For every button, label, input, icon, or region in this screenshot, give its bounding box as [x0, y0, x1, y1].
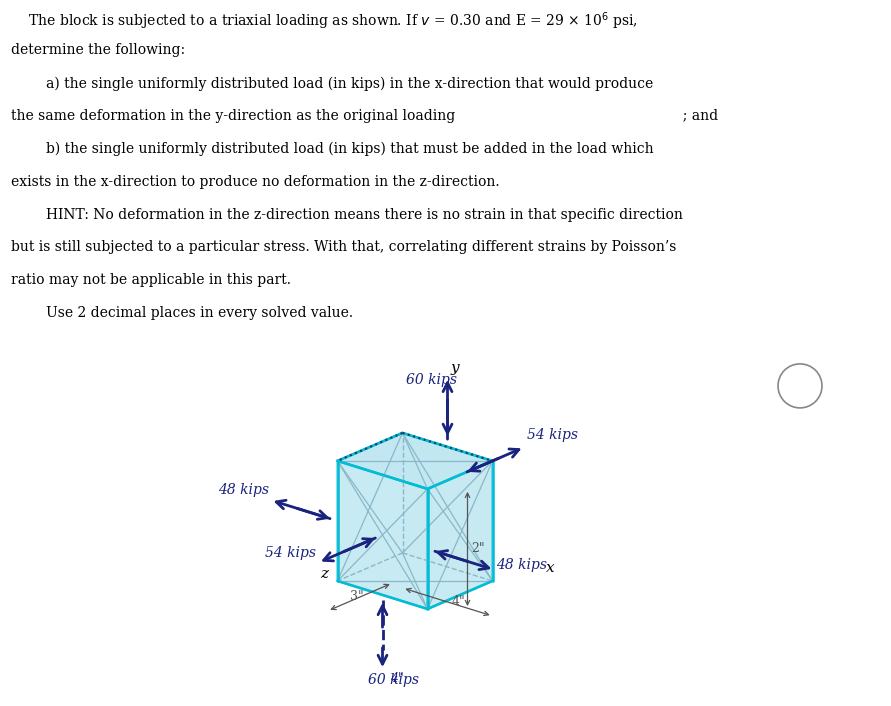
Polygon shape [338, 433, 493, 489]
Polygon shape [403, 433, 493, 581]
Polygon shape [428, 461, 493, 609]
Text: a) the single uniformly distributed load (in kips) in the x-direction that would: a) the single uniformly distributed load… [11, 76, 653, 90]
Text: 4": 4" [452, 595, 465, 609]
Polygon shape [338, 461, 428, 609]
Text: 48 kips: 48 kips [496, 558, 547, 572]
Text: 54 kips: 54 kips [266, 546, 316, 560]
Text: exists in the x-direction to produce no deformation in the z-direction.: exists in the x-direction to produce no … [11, 174, 499, 189]
Polygon shape [338, 433, 403, 581]
Text: ratio may not be applicable in this part.: ratio may not be applicable in this part… [11, 273, 290, 287]
Text: 4": 4" [390, 672, 405, 685]
Text: 60 kips: 60 kips [405, 373, 456, 387]
Text: 54 kips: 54 kips [527, 429, 578, 442]
Text: determine the following:: determine the following: [11, 43, 184, 57]
Text: HINT: No deformation in the z-direction means there is no strain in that specifi: HINT: No deformation in the z-direction … [11, 208, 683, 222]
Text: the same deformation in the y-direction as the original loading                 : the same deformation in the y-direction … [11, 109, 718, 123]
Text: 48 kips: 48 kips [217, 483, 269, 497]
Text: z: z [320, 567, 328, 580]
Text: but is still subjected to a particular stress. With that, correlating different : but is still subjected to a particular s… [11, 240, 676, 254]
Text: Use 2 decimal places in every solved value.: Use 2 decimal places in every solved val… [11, 306, 353, 320]
Text: b) the single uniformly distributed load (in kips) that must be added in the loa: b) the single uniformly distributed load… [11, 142, 653, 156]
Polygon shape [338, 553, 493, 609]
Text: x: x [546, 561, 555, 575]
Text: 3": 3" [350, 590, 364, 604]
Text: 2": 2" [471, 542, 485, 556]
Text: y: y [451, 361, 459, 375]
Text: 60 kips: 60 kips [367, 673, 419, 687]
Text: The block is subjected to a triaxial loading as shown. If $v$ = 0.30 and E = 29 : The block is subjected to a triaxial loa… [11, 11, 638, 32]
